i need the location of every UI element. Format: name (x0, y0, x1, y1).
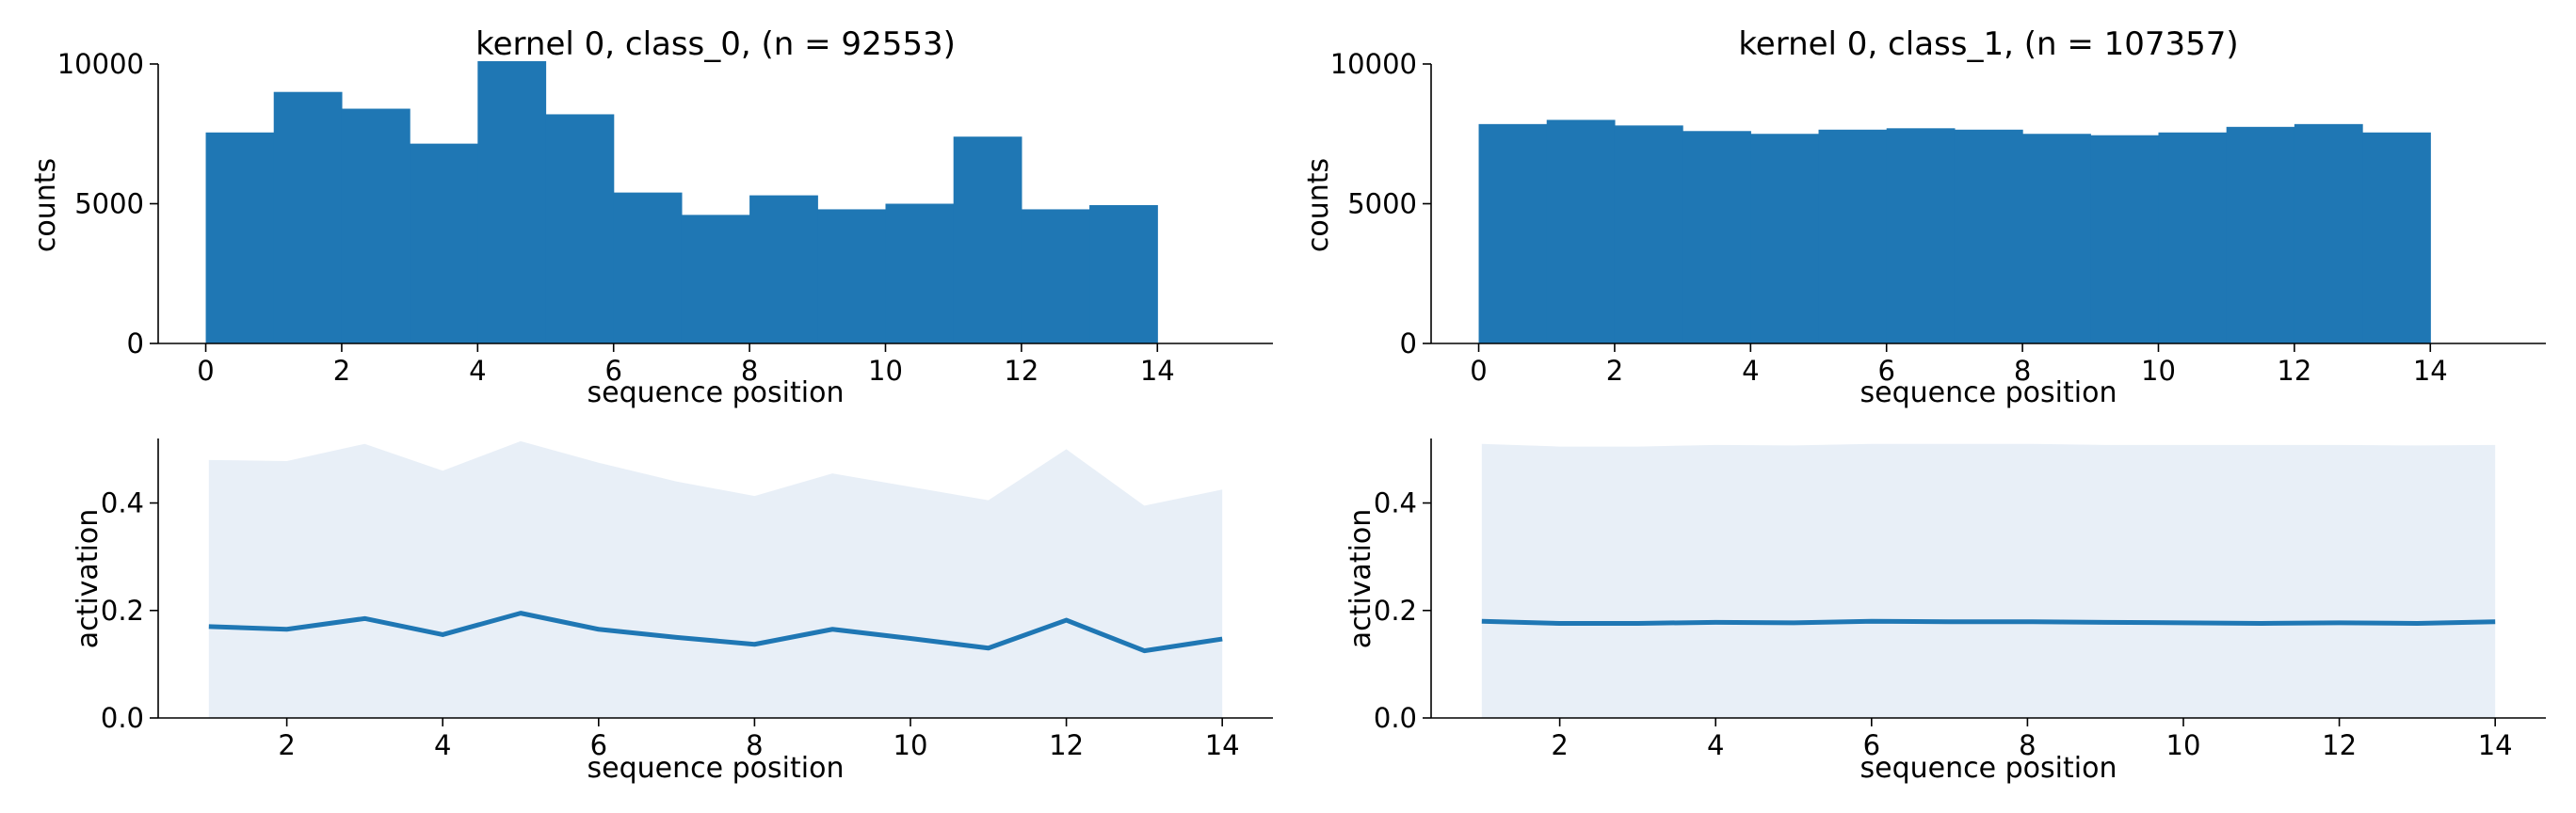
x-tick-label: 10 (2141, 355, 2176, 387)
activation-panel-class-1: activation sequence position 2 4 6 8 10 12 14 0… (1344, 438, 2546, 785)
x-tick-label: 4 (1742, 355, 1759, 387)
y-tick-label: 0.2 (101, 595, 144, 627)
x-tick-label: 10 (894, 729, 928, 761)
histogram-bar (1089, 204, 1158, 343)
histogram-bar (410, 143, 478, 343)
x-tick-label: 8 (746, 729, 763, 761)
activation-range-band (208, 440, 1223, 718)
x-tick-label: 14 (1140, 355, 1175, 387)
histogram-bar (205, 132, 275, 343)
histogram-bar (273, 91, 343, 343)
x-tick-label: 6 (604, 355, 621, 387)
histogram-bar (681, 215, 750, 343)
x-tick-label: 10 (868, 355, 903, 387)
y-tick-label: 5000 (74, 188, 144, 220)
histogram-bar (953, 136, 1022, 343)
x-tick-label: 10 (2166, 729, 2201, 761)
histogram-bar (1682, 131, 1751, 343)
x-tick-label: 12 (2322, 729, 2357, 761)
x-tick-label: 8 (2014, 355, 2031, 387)
histogram-panel-class-0: kernel 0, class_0, (n = 92553) counts se… (29, 25, 1273, 409)
mean-activation-line (1481, 618, 2496, 626)
x-tick-label: 12 (1049, 729, 1084, 761)
y-tick-label: 0.2 (1374, 595, 1417, 627)
x-tick-label: 2 (278, 729, 295, 761)
y-axis-label: counts (29, 158, 62, 252)
y-axis-label: counts (1302, 158, 1335, 252)
x-tick-label: 8 (2019, 729, 2036, 761)
x-tick-label: 12 (2277, 355, 2311, 387)
y-tick-label: 0.4 (101, 487, 144, 519)
y-tick-label: 10000 (57, 48, 144, 80)
histogram-bar (2362, 132, 2431, 343)
histogram-bar (1886, 128, 1956, 343)
histogram-bar (1478, 123, 1548, 343)
chart-title: kernel 0, class_0, (n = 92553) (475, 25, 956, 63)
mean-activation-line (208, 611, 1223, 654)
histogram-bar (1546, 120, 1616, 344)
histogram-bar (2022, 134, 2091, 343)
histogram-bar (2090, 135, 2160, 343)
histogram-bar (545, 114, 615, 344)
x-tick-label: 0 (1470, 355, 1487, 387)
histogram-bar (1021, 209, 1090, 343)
y-tick-label: 0.4 (1374, 487, 1417, 519)
x-tick-label: 2 (1606, 355, 1623, 387)
x-tick-label: 6 (1877, 355, 1894, 387)
x-tick-label: 14 (1205, 729, 1240, 761)
x-axis-label: sequence position (1860, 376, 2117, 409)
x-axis-label: sequence position (588, 752, 845, 785)
y-axis-label: activation (1344, 509, 1377, 649)
histogram-bar (885, 203, 955, 343)
x-axis-label: sequence position (1860, 752, 2117, 785)
histogram-bar (2226, 126, 2295, 343)
plot-area (1481, 443, 2496, 718)
plot-area (208, 440, 1223, 718)
histogram-bar (749, 195, 818, 343)
histogram-bar (2158, 132, 2228, 343)
histogram-bar (341, 108, 411, 344)
x-tick-label: 4 (469, 355, 486, 387)
chart-title: kernel 0, class_1, (n = 107357) (1738, 25, 2238, 63)
histogram-panel-class-1: kernel 0, class_1, (n = 107357) counts s… (1302, 25, 2546, 409)
activation-range-band (1481, 443, 2496, 718)
x-tick-label: 0 (197, 355, 214, 387)
y-tick-label: 0 (1400, 327, 1417, 359)
x-tick-label: 12 (1004, 355, 1038, 387)
histogram-bar (1614, 125, 1683, 343)
x-axis-label: sequence position (588, 376, 845, 409)
x-tick-label: 6 (590, 729, 607, 761)
activation-panel-class-0: activation sequence position 2 4 6 8 10 12 14 0… (72, 438, 1273, 785)
x-tick-label: 4 (434, 729, 451, 761)
histogram-bar (1954, 129, 2023, 343)
histogram-bar (477, 61, 547, 343)
x-tick-label: 14 (2478, 729, 2513, 761)
plot-area (205, 61, 1158, 344)
x-tick-label: 14 (2413, 355, 2448, 387)
y-tick-label: 5000 (1347, 188, 1417, 220)
histogram-bar (1818, 129, 1888, 343)
histogram-bar (1750, 134, 1820, 343)
y-tick-label: 10000 (1330, 48, 1417, 80)
x-tick-label: 6 (1863, 729, 1880, 761)
y-tick-label: 0.0 (1374, 702, 1417, 734)
plot-area (1478, 120, 2431, 344)
x-tick-label: 8 (741, 355, 758, 387)
y-axis-label: activation (72, 509, 105, 649)
histogram-bar (817, 209, 887, 343)
histogram-bar (613, 192, 683, 343)
x-tick-label: 2 (333, 355, 350, 387)
x-tick-label: 2 (1551, 729, 1568, 761)
histogram-bar (2294, 123, 2363, 343)
y-tick-label: 0.0 (101, 702, 144, 734)
y-tick-label: 0 (127, 327, 144, 359)
x-tick-label: 4 (1707, 729, 1724, 761)
